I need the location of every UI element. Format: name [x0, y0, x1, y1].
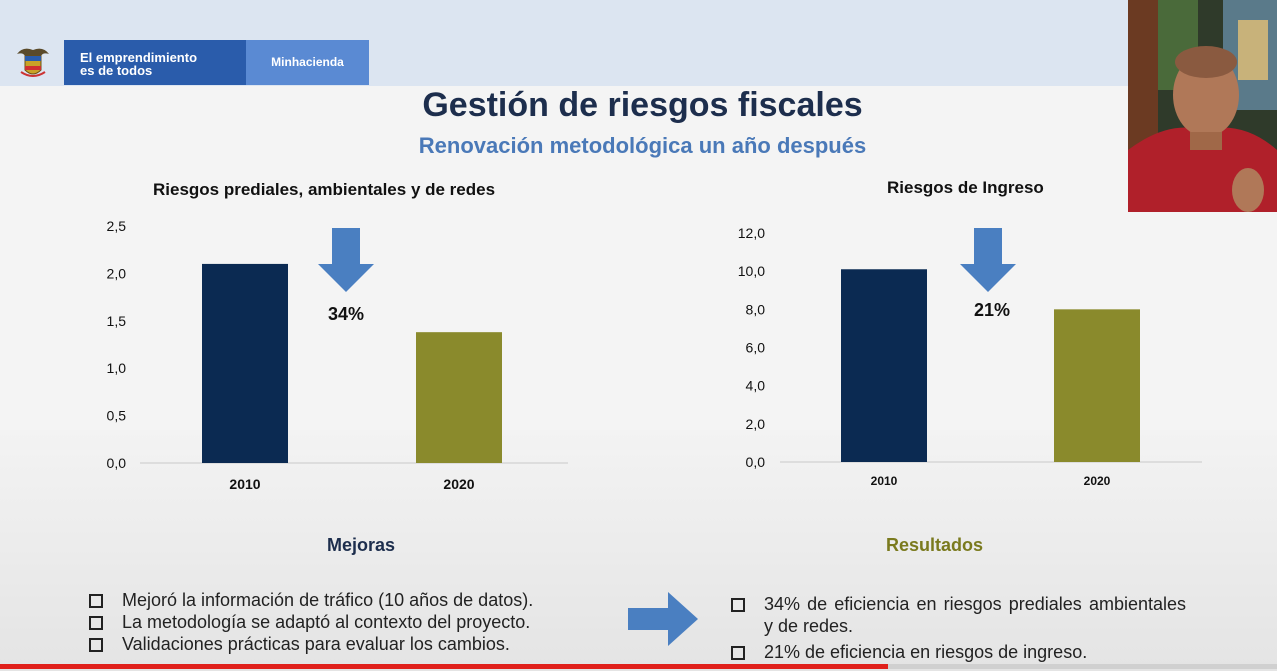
checkbox-icon — [89, 594, 103, 608]
list-item-text: 21% de eficiencia en riesgos de ingreso. — [764, 642, 1088, 662]
resultados-title: Resultados — [886, 535, 984, 555]
bar-2010 — [202, 263, 288, 463]
category-label: 2010 — [871, 474, 898, 488]
slide-subtitle: Renovación metodológica un año después — [418, 133, 867, 158]
list-item-text: Validaciones prácticas para evaluar los … — [122, 634, 510, 654]
mejoras-list: Mejoró la información de tráfico (10 año… — [86, 589, 626, 655]
mejoras-title: Mejoras — [327, 535, 396, 555]
ministry-label: Minhacienda — [246, 40, 369, 85]
list-item-text: La metodología se adaptó al contexto del… — [122, 612, 531, 632]
list-item: 34% de eficiencia en riesgos prediales a… — [728, 593, 1186, 637]
checkbox-icon — [89, 638, 103, 652]
y-tick-label: 10,0 — [738, 263, 765, 279]
arrow-down-icon — [318, 228, 374, 292]
video-progress-fill — [0, 664, 888, 669]
y-tick-label: 4,0 — [746, 378, 766, 394]
chart-1-title: Riesgos prediales, ambientales y de rede… — [153, 180, 496, 199]
brand-line-1: El emprendimiento — [80, 50, 198, 65]
resultados-list: 34% de eficiencia en riesgos prediales a… — [728, 593, 1186, 667]
reduction-percent-label: 21% — [974, 300, 1010, 320]
bar-2010 — [841, 269, 927, 462]
slide-title: Gestión de riesgos fiscales — [422, 86, 863, 124]
colombia-coat-of-arms-icon — [17, 48, 49, 77]
category-label: 2010 — [229, 476, 260, 492]
brand-slogan: El emprendimiento es de todos — [64, 40, 246, 85]
category-label: 2020 — [1084, 474, 1111, 488]
y-tick-label: 2,5 — [107, 218, 127, 234]
y-tick-label: 0,5 — [107, 408, 127, 424]
brand-line-2: es de todos — [80, 63, 153, 78]
list-item-text: Mejoró la información de tráfico (10 año… — [122, 590, 534, 610]
y-tick-label: 2,0 — [746, 416, 766, 432]
y-tick-label: 0,0 — [107, 455, 127, 471]
checkbox-icon — [89, 616, 103, 630]
arrow-right-icon — [628, 592, 698, 646]
checkbox-icon — [731, 646, 745, 660]
y-tick-label: 2,0 — [107, 265, 127, 281]
y-tick-label: 12,0 — [738, 225, 765, 241]
list-item: La metodología se adaptó al contexto del… — [86, 611, 626, 633]
y-tick-label: 0,0 — [746, 454, 766, 470]
slide-background — [0, 430, 1277, 671]
y-tick-label: 1,0 — [107, 360, 127, 376]
bar-2020 — [416, 332, 502, 463]
y-tick-label: 1,5 — [107, 313, 127, 329]
bar-2020 — [1054, 309, 1140, 462]
list-item: Validaciones prácticas para evaluar los … — [86, 633, 626, 655]
video-progress-bar[interactable] — [0, 664, 1277, 669]
y-tick-label: 6,0 — [746, 340, 766, 356]
list-item: 21% de eficiencia en riesgos de ingreso. — [728, 641, 1186, 663]
presenter-webcam — [1128, 0, 1277, 212]
reduction-percent-label: 34% — [328, 304, 364, 324]
y-tick-label: 8,0 — [746, 301, 766, 317]
list-item-text: 34% de eficiencia en riesgos prediales a… — [764, 594, 1186, 636]
category-label: 2020 — [443, 476, 474, 492]
arrow-down-icon — [960, 228, 1016, 292]
checkbox-icon — [731, 598, 745, 612]
list-item: Mejoró la información de tráfico (10 año… — [86, 589, 626, 611]
chart-2-title: Riesgos de Ingreso — [887, 178, 1044, 197]
